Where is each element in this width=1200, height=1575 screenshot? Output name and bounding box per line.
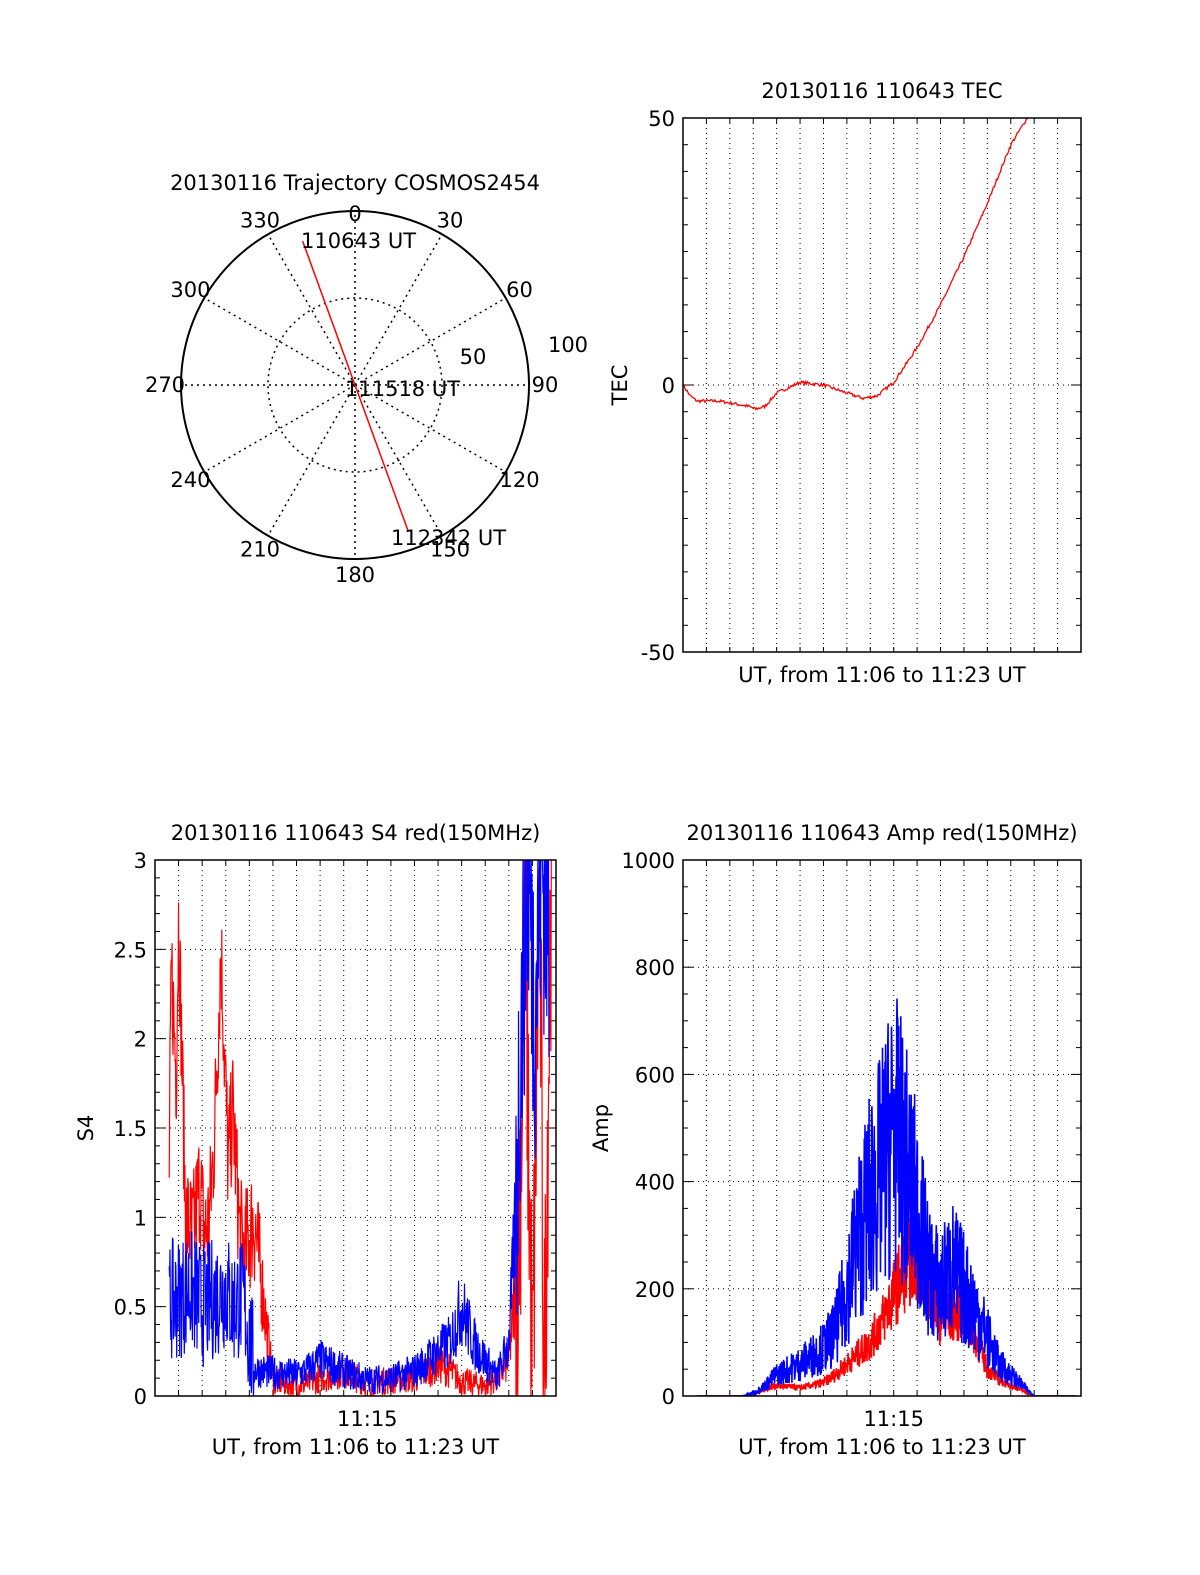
- x-tick-label: 11:15: [863, 1407, 924, 1431]
- polar-spoke: [203, 297, 356, 386]
- y-tick-label: 50: [648, 107, 675, 131]
- radial-tick-label: 100: [548, 333, 588, 357]
- y-tick-label: 0.5: [114, 1296, 147, 1320]
- azimuth-tick-label: 300: [170, 278, 210, 302]
- azimuth-tick-label: 90: [532, 373, 559, 397]
- y-tick-label: 3: [134, 849, 147, 873]
- plot-frame: [682, 859, 1082, 1397]
- polar-outer-ring: [180, 210, 530, 560]
- azimuth-tick-label: 330: [240, 208, 280, 232]
- series-line-red: [683, 118, 1029, 411]
- y-tick-label: 0: [662, 374, 675, 398]
- tec-chart: -50 0 50 20130116 110643 TEC UT, from 11:06 …: [608, 79, 1082, 687]
- azimuth-tick-label: 0: [348, 202, 361, 226]
- plot-frame: [154, 859, 557, 1397]
- azimuth-tick-label: 60: [506, 278, 533, 302]
- y-axis-label: Amp: [589, 1104, 613, 1152]
- azimuth-tick-label: 240: [170, 468, 210, 492]
- trajectory-line: [301, 240, 409, 531]
- y-tick-label: -50: [641, 641, 675, 665]
- chart-title: 20130116 110643 TEC: [761, 79, 1002, 103]
- plot-frame: [682, 117, 1082, 653]
- y-tick-label: 1: [134, 1206, 147, 1230]
- y-tick-label: 400: [635, 1171, 675, 1195]
- y-tick-label: 2: [134, 1028, 147, 1052]
- radial-tick-label: 50: [460, 345, 487, 369]
- annotation-start: 110643 UT: [301, 229, 416, 253]
- y-axis-label: TEC: [608, 365, 632, 407]
- polar-spoke: [354, 384, 507, 473]
- azimuth-tick-label: 120: [499, 468, 539, 492]
- series-line-blue: [697, 998, 1077, 1396]
- polar-spoke: [267, 384, 356, 537]
- y-tick-label: 0: [662, 1385, 675, 1409]
- y-tick-label: 600: [635, 1063, 675, 1087]
- s4-chart: 0 0.5 1 1.5 2 2.5 3 11:15 20130116 110643 S4 red…: [74, 821, 557, 1459]
- polar-spoke: [354, 297, 507, 386]
- x-tick-label: 11:15: [337, 1407, 398, 1431]
- amp-chart: 0 200 400 600 800 1000 11:15 20130116 110643 Am…: [589, 821, 1082, 1459]
- series-line-red: [697, 1212, 1077, 1396]
- annotation-mid: 111518 UT: [345, 377, 460, 401]
- x-axis-label: UT, from 11:06 to 11:23 UT: [738, 663, 1026, 687]
- azimuth-tick-label: 150: [430, 538, 470, 562]
- y-axis-label: S4: [74, 1115, 98, 1142]
- polar-ring-50: [267, 297, 443, 473]
- chart-title: 20130116 110643 S4 red(150MHz): [171, 821, 541, 845]
- azimuth-tick-label: 270: [145, 373, 185, 397]
- y-tick-label: 800: [635, 956, 675, 980]
- chart-title: 20130116 Trajectory COSMOS2454: [170, 171, 540, 195]
- azimuth-tick-label: 210: [240, 538, 280, 562]
- y-tick-label: 1000: [622, 849, 675, 873]
- polar-spoke: [203, 384, 356, 473]
- y-tick-label: 0: [134, 1385, 147, 1409]
- series-line-blue: [168, 860, 550, 1396]
- azimuth-tick-label: 180: [335, 563, 375, 587]
- polar-spoke: [267, 233, 356, 386]
- polar-chart: 20130116 Trajectory COSMOS2454 0 30 60 90 120…: [145, 171, 588, 587]
- polar-spoke: [354, 233, 443, 386]
- chart-title: 20130116 110643 Amp red(150MHz): [686, 821, 1077, 845]
- polar-spoke: [354, 384, 443, 537]
- x-axis-label: UT, from 11:06 to 11:23 UT: [212, 1435, 500, 1459]
- x-axis-label: UT, from 11:06 to 11:23 UT: [738, 1435, 1026, 1459]
- y-tick-label: 2.5: [114, 938, 147, 962]
- y-tick-label: 200: [635, 1278, 675, 1302]
- annotation-end: 112342 UT: [391, 526, 506, 550]
- azimuth-tick-label: 30: [437, 208, 464, 232]
- y-tick-label: 1.5: [114, 1117, 147, 1141]
